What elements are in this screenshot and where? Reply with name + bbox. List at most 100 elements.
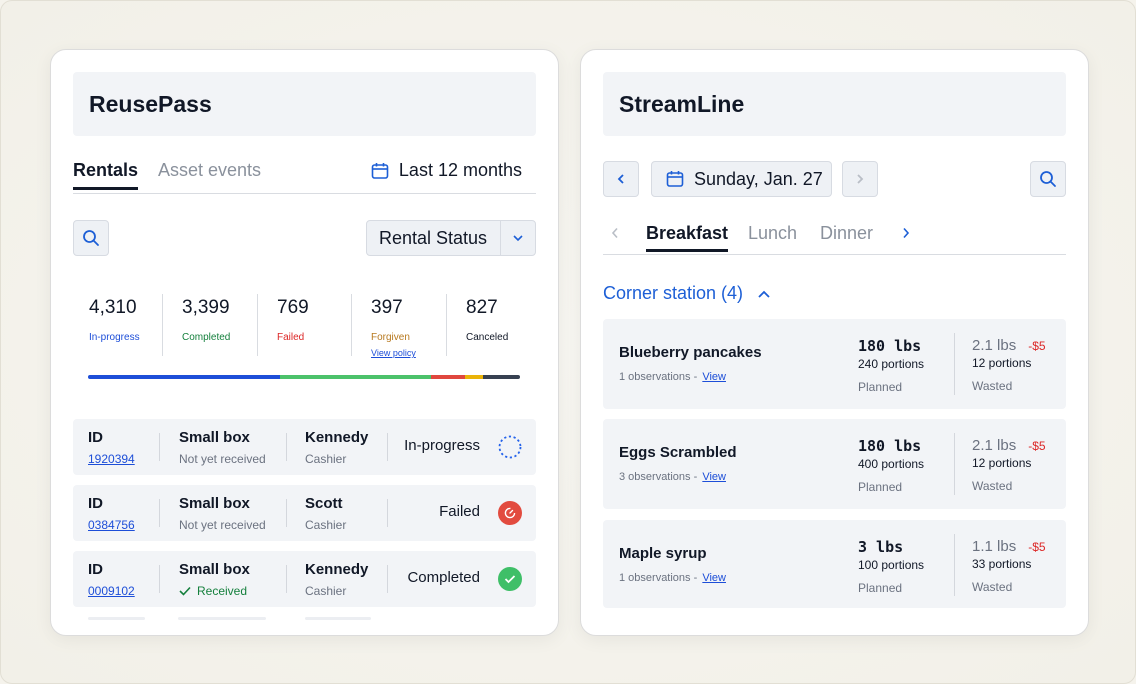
table-row-peek <box>305 617 371 620</box>
tab-rentals[interactable]: Rentals <box>73 160 139 190</box>
stat-value: 397 <box>371 297 403 318</box>
period-selector[interactable]: Last 12 months <box>371 160 522 181</box>
stat-value: 4,310 <box>89 297 137 318</box>
rental-id-link[interactable]: 0009102 <box>88 584 135 598</box>
app-title: StreamLine <box>603 72 1066 136</box>
item-name: Small box <box>179 561 250 578</box>
divider <box>446 294 447 356</box>
rental-status: Failed <box>439 503 480 520</box>
date-label: Sunday, Jan. 27 <box>694 168 823 189</box>
next-day-button[interactable] <box>842 161 878 197</box>
wasted-cost: -$5 <box>1028 540 1046 554</box>
chevron-right-icon[interactable] <box>898 223 914 243</box>
observations-count: 3 observations - <box>619 471 698 483</box>
person-role: Cashier <box>305 452 347 466</box>
planned-weight: 3 lbs <box>858 538 904 556</box>
previous-day-button[interactable] <box>603 161 639 197</box>
item-name: Small box <box>179 495 250 512</box>
view-link[interactable]: View <box>702 371 726 383</box>
divider <box>286 433 287 461</box>
rental-id-link[interactable]: 1920394 <box>88 452 135 466</box>
wasted-cost: -$5 <box>1028 439 1046 453</box>
food-item-card: Maple syrup 1 observations - View 3 lbs … <box>603 520 1066 608</box>
period-label: Last 12 months <box>398 160 522 180</box>
divider <box>286 499 287 527</box>
item-status-text: Received <box>197 584 248 598</box>
food-name: Eggs Scrambled <box>619 444 737 461</box>
wasted-caption: Wasted <box>972 580 1013 594</box>
stat-forgiven: 397 Forgiven View policy <box>371 294 416 358</box>
status-progress-bar <box>88 375 520 379</box>
observations: 1 observations - View <box>619 572 726 584</box>
food-name: Maple syrup <box>619 545 707 562</box>
view-policy-link[interactable]: View policy <box>371 348 416 358</box>
wasted-weight: 2.1 lbs <box>972 337 1017 354</box>
wasted-block: 2.1 lbs -$5 12 portions Wasted <box>972 437 1046 493</box>
completed-check-icon <box>498 567 522 591</box>
person-role: Cashier <box>305 584 347 598</box>
food-item-card: Blueberry pancakes 1 observations - View… <box>603 319 1066 409</box>
table-row[interactable]: ID 1920394 Small box Not yet received Ke… <box>73 419 536 475</box>
tab-breakfast[interactable]: Breakfast <box>646 223 729 252</box>
streamline-card: StreamLine Sunday, Jan. 27 <box>580 49 1089 636</box>
divider <box>954 333 955 395</box>
progress-segment-forgiven <box>465 375 484 379</box>
planned-caption: Planned <box>858 480 903 494</box>
meal-tab-bar: Breakfast Lunch Dinner <box>603 217 1066 255</box>
stat-failed: 769 Failed <box>277 294 309 358</box>
wasted-portions: 12 portions <box>972 456 1032 470</box>
chevron-right-icon <box>857 174 864 184</box>
reusepass-card: ReusePass Rentals Asset events Last 12 m… <box>50 49 559 636</box>
stat-label: Canceled <box>466 332 509 343</box>
chevron-left-icon[interactable] <box>607 223 623 243</box>
stat-canceled: 827 Canceled <box>466 294 508 358</box>
rental-id-link[interactable]: 0384756 <box>88 518 135 532</box>
item-name: Small box <box>179 429 250 446</box>
failed-icon <box>498 501 522 525</box>
progress-segment-in-progress <box>88 375 280 379</box>
tab-asset-events[interactable]: Asset events <box>158 160 262 180</box>
rental-status-label: Rental Status <box>379 227 488 248</box>
app-title: ReusePass <box>73 72 536 136</box>
view-link[interactable]: View <box>702 572 726 584</box>
planned-portions: 240 portions <box>858 357 925 371</box>
date-picker[interactable]: Sunday, Jan. 27 <box>651 161 832 197</box>
stat-label: In-progress <box>89 332 140 343</box>
wasted-block: 2.1 lbs -$5 12 portions Wasted <box>972 337 1046 393</box>
check-icon <box>179 586 191 596</box>
divider <box>257 294 258 356</box>
stat-label: Forgiven <box>371 332 410 343</box>
table-row[interactable]: ID 0384756 Small box Not yet received Sc… <box>73 485 536 541</box>
divider <box>159 565 160 593</box>
person-name: Kennedy <box>305 561 369 578</box>
table-row[interactable]: ID 0009102 Small box Received Kennedy Ca… <box>73 551 536 607</box>
planned-portions: 400 portions <box>858 457 925 471</box>
view-link[interactable]: View <box>702 471 726 483</box>
id-label: ID <box>88 495 103 512</box>
stat-completed: 3,399 Completed <box>182 294 230 358</box>
progress-segment-canceled <box>483 375 520 379</box>
wasted-caption: Wasted <box>972 479 1013 493</box>
wasted-weight: 2.1 lbs <box>972 437 1017 454</box>
person-role: Cashier <box>305 518 347 532</box>
progress-segment-failed <box>431 375 466 379</box>
tab-dinner[interactable]: Dinner <box>820 223 874 243</box>
station-toggle[interactable]: Corner station (4) <box>603 283 771 304</box>
wasted-weight: 1.1 lbs <box>972 538 1017 555</box>
chevron-up-icon <box>758 290 770 298</box>
station-label: Corner station (4) <box>603 283 744 303</box>
divider <box>387 565 388 593</box>
observations-count: 1 observations - <box>619 572 698 584</box>
food-name: Blueberry pancakes <box>619 344 762 361</box>
stat-in-progress: 4,310 In-progress <box>89 294 140 358</box>
search-button[interactable] <box>1030 161 1066 197</box>
divider <box>351 294 352 356</box>
search-button[interactable] <box>73 220 109 256</box>
table-row-peek <box>88 617 145 620</box>
planned-weight: 180 lbs <box>858 437 922 455</box>
rental-status-select[interactable]: Rental Status <box>366 220 536 256</box>
stat-label: Failed <box>277 332 305 343</box>
tab-lunch[interactable]: Lunch <box>748 223 798 243</box>
rental-status: In-progress <box>404 437 480 454</box>
